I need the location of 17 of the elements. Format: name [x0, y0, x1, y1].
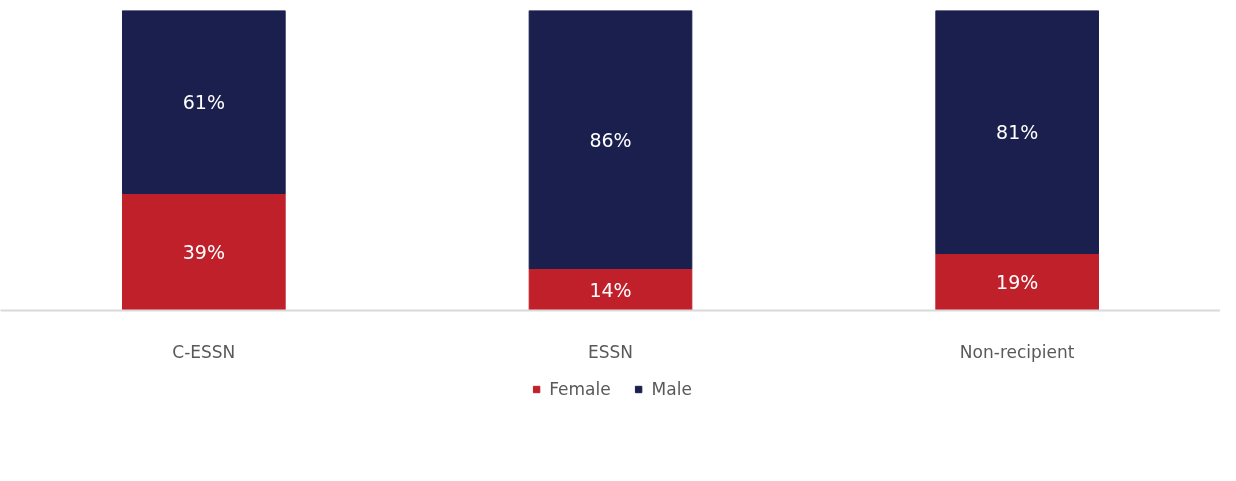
x-tick-label: Non-recipient [959, 341, 1075, 362]
data-label: 61% [182, 91, 225, 113]
legend-label: Male [651, 379, 692, 399]
data-label: 86% [589, 128, 632, 151]
bar [935, 10, 1099, 254]
data-label: 14% [589, 278, 632, 301]
x-tick-label: C-ESSN [172, 341, 236, 362]
data-label: 39% [182, 241, 225, 263]
x-tick-label: ESSN [587, 341, 634, 362]
bar [122, 10, 286, 194]
legend-label: Female [549, 379, 611, 399]
bar [528, 10, 693, 269]
bar [122, 193, 286, 311]
data-label: 19% [996, 271, 1039, 293]
bar [528, 268, 693, 311]
data-label: 81% [996, 121, 1039, 143]
bar [935, 253, 1099, 311]
